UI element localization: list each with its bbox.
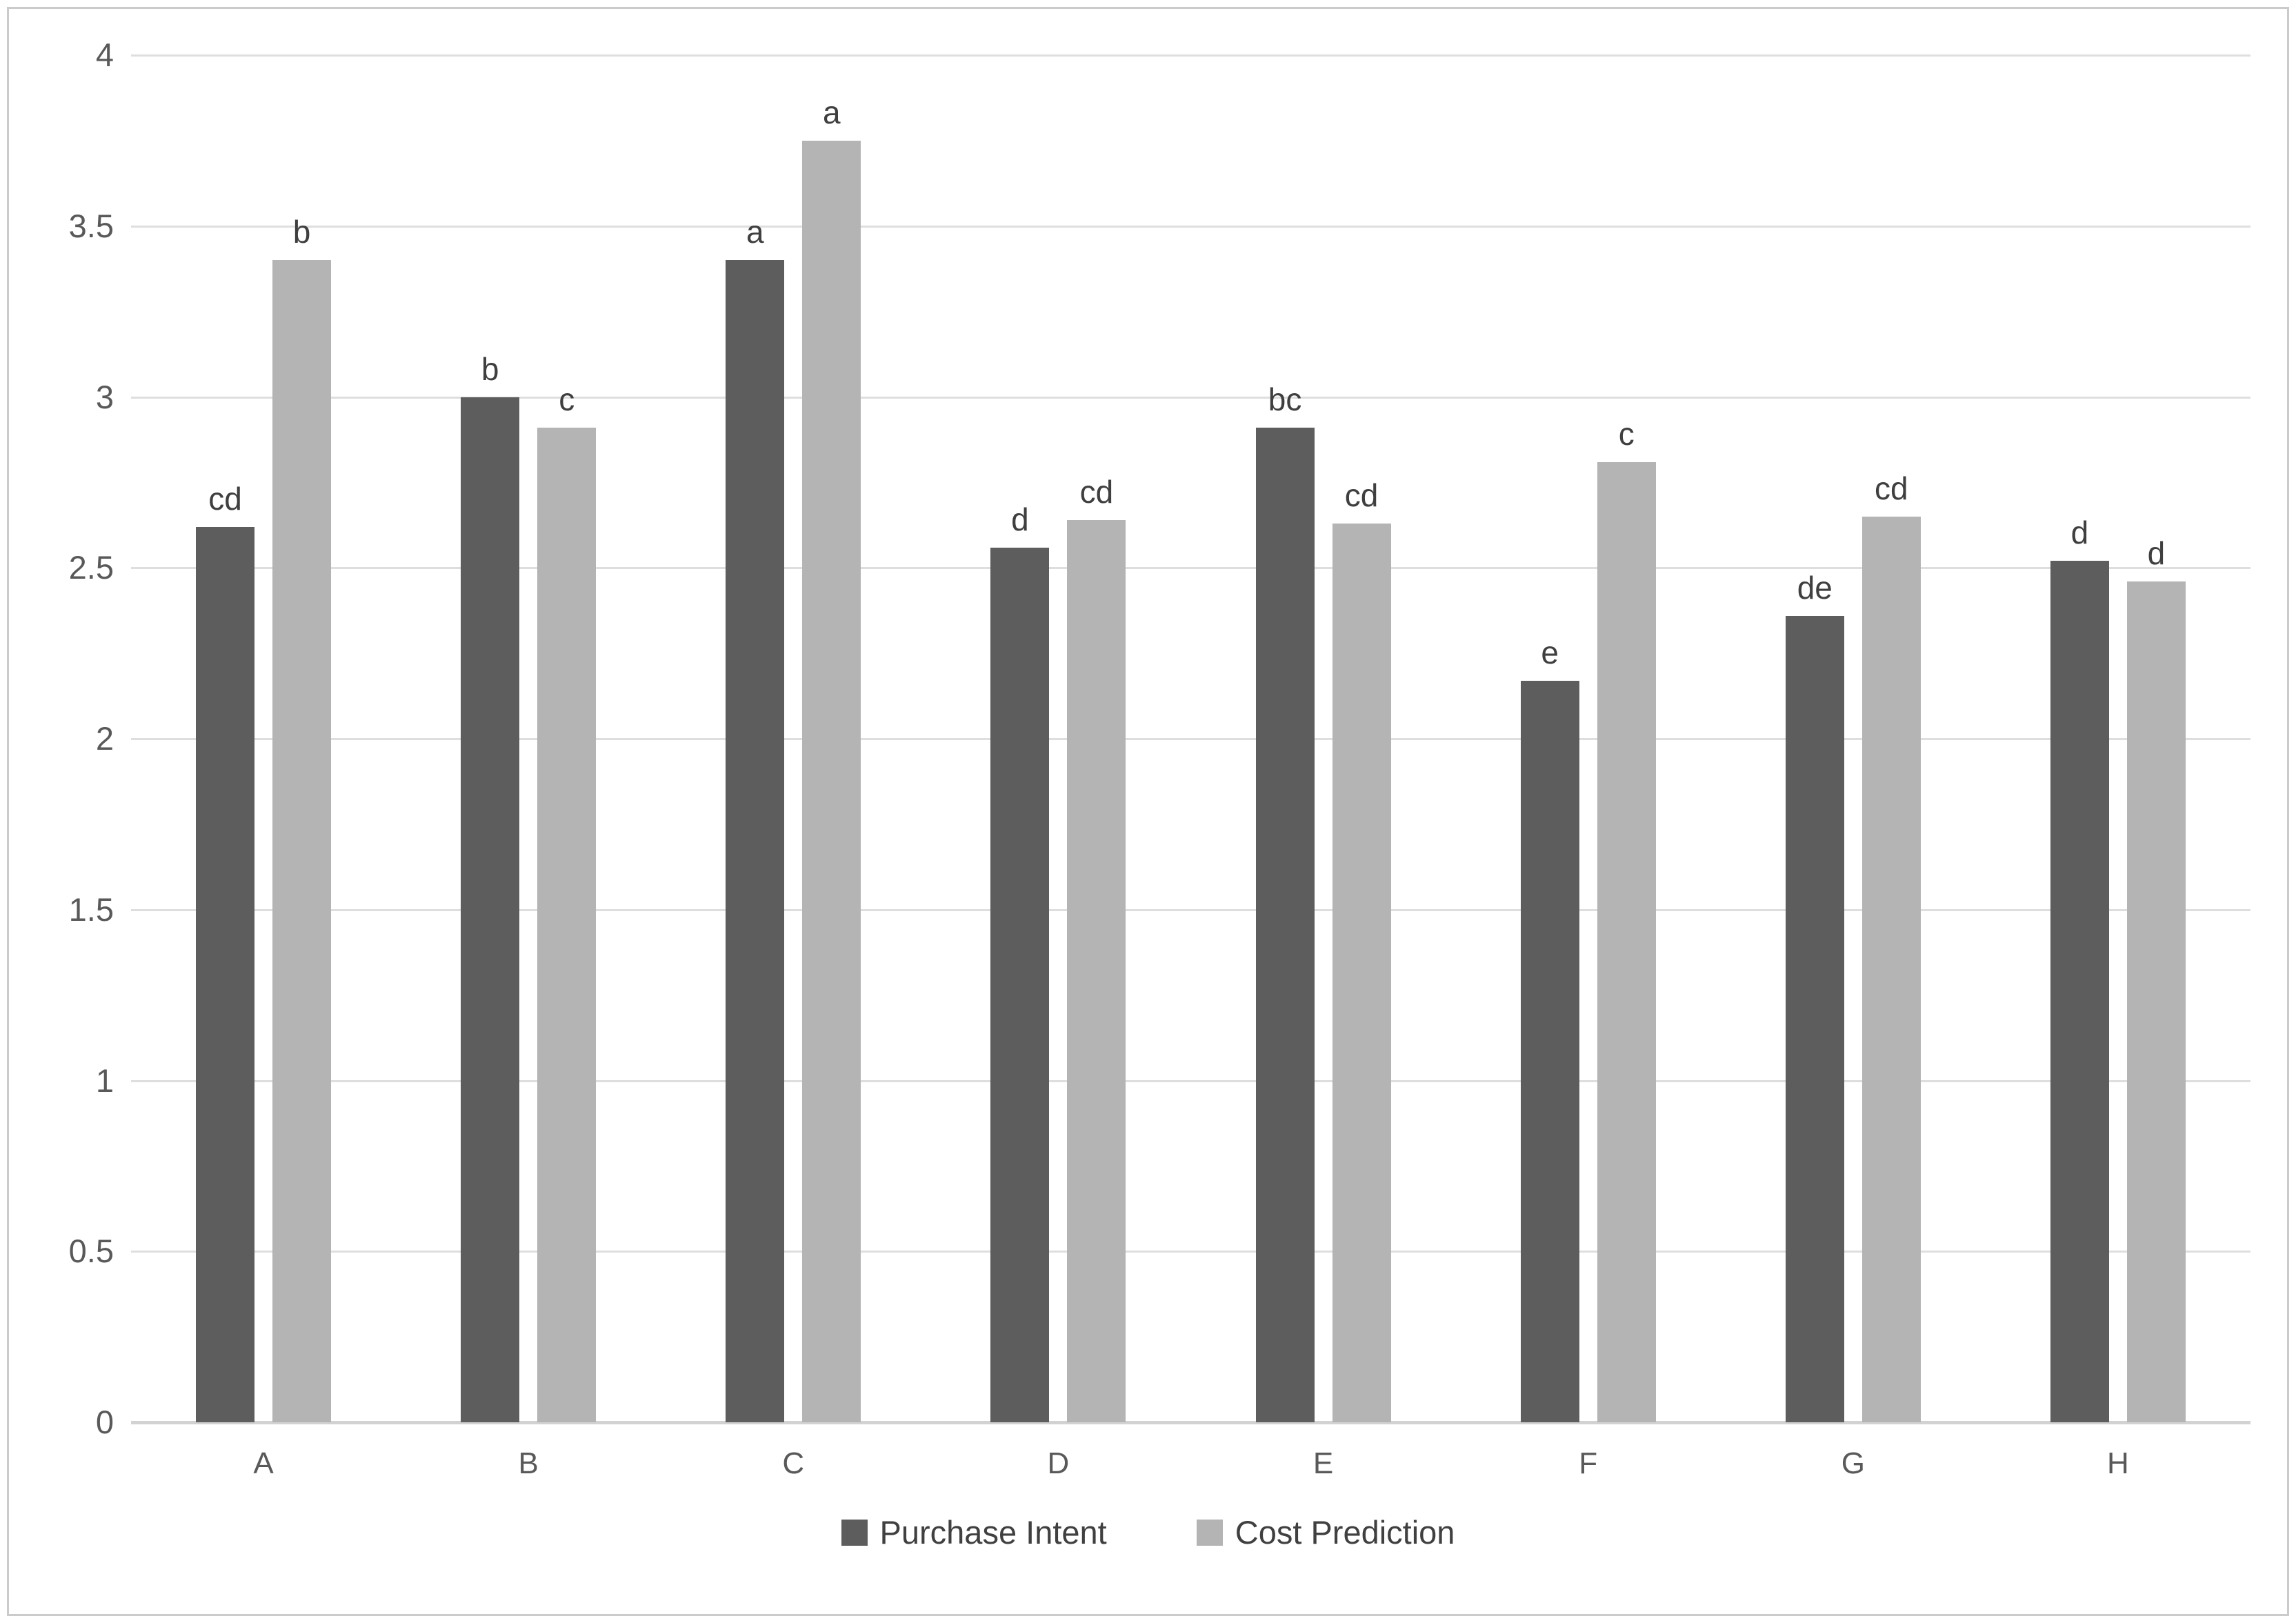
legend-item-cost-prediction: Cost Prediction xyxy=(1196,1514,1455,1551)
bar-data-label: a xyxy=(746,214,764,250)
bar-data-label: d xyxy=(2070,515,2089,551)
bar-data-label: b xyxy=(481,350,499,387)
gridline xyxy=(131,738,2250,740)
legend-swatch-purchase-intent xyxy=(841,1519,868,1546)
gridline xyxy=(131,567,2250,570)
y-axis-tick-label: 2 xyxy=(95,720,114,757)
x-axis-category-label: G xyxy=(1841,1446,1865,1480)
x-axis-line xyxy=(131,1421,2250,1424)
bar-cost-prediction-H xyxy=(2126,581,2186,1422)
bar-data-label: cd xyxy=(1875,470,1908,506)
gridline xyxy=(131,1251,2250,1253)
bar-data-label: bc xyxy=(1268,381,1302,418)
legend-swatch-cost-prediction xyxy=(1196,1519,1223,1546)
bar-cost-prediction-B xyxy=(537,428,597,1422)
bar-data-label: d xyxy=(2147,535,2166,572)
y-axis-tick-label: 3.5 xyxy=(68,207,114,244)
gridline xyxy=(131,225,2250,228)
bar-data-label: c xyxy=(559,381,575,418)
y-axis-tick-label: 0.5 xyxy=(68,1233,114,1270)
bar-cost-prediction-C xyxy=(802,140,861,1422)
x-axis-category-label: B xyxy=(518,1446,539,1480)
gridline xyxy=(131,54,2250,57)
legend: Purchase Intent Cost Prediction xyxy=(0,1516,2296,1549)
bar-data-label: e xyxy=(1541,634,1559,670)
bar-data-label: b xyxy=(292,214,311,250)
bar-data-label: cd xyxy=(1344,477,1379,513)
gridline xyxy=(131,908,2250,911)
x-axis-category-label: H xyxy=(2107,1446,2129,1480)
bar-data-label: de xyxy=(1797,569,1833,606)
chart-frame xyxy=(7,7,2289,1616)
bar-data-label: c xyxy=(1618,415,1635,452)
bar-cost-prediction-E xyxy=(1332,523,1391,1422)
bar-purchase-intent-D xyxy=(990,547,1050,1422)
gridline xyxy=(131,1079,2250,1082)
y-axis-tick-label: 1.5 xyxy=(68,890,114,928)
bar-cost-prediction-D xyxy=(1067,519,1126,1422)
bar-data-label: cd xyxy=(1079,473,1114,510)
bar-purchase-intent-H xyxy=(2050,561,2109,1422)
legend-item-purchase-intent: Purchase Intent xyxy=(841,1516,1107,1549)
bar-data-label: a xyxy=(823,94,841,130)
bar-purchase-intent-C xyxy=(726,260,785,1422)
bar-purchase-intent-G xyxy=(1785,615,1844,1422)
y-axis-tick-label: 4 xyxy=(95,37,114,73)
gridline xyxy=(131,396,2250,399)
legend-label-purchase-intent: Purchase Intent xyxy=(879,1514,1107,1551)
x-axis-category-label: F xyxy=(1579,1446,1598,1480)
y-axis-tick-label: 0 xyxy=(95,1404,114,1440)
bar-cost-prediction-G xyxy=(1861,516,1921,1422)
bar-purchase-intent-A xyxy=(196,526,255,1422)
x-axis-category-label: C xyxy=(782,1446,805,1480)
bar-cost-prediction-F xyxy=(1597,461,1656,1422)
bar-data-label: d xyxy=(1011,501,1029,537)
x-axis-category-label: D xyxy=(1047,1446,1070,1480)
x-axis-category-label: A xyxy=(253,1446,274,1480)
legend-label-cost-prediction: Cost Prediction xyxy=(1235,1514,1455,1551)
bar-cost-prediction-A xyxy=(272,260,332,1422)
bar-data-label: cd xyxy=(208,480,242,517)
x-axis-category-label: E xyxy=(1312,1446,1334,1480)
y-axis-tick-label: 2.5 xyxy=(68,549,114,586)
bar-purchase-intent-F xyxy=(1520,680,1579,1422)
bar-purchase-intent-E xyxy=(1255,428,1315,1422)
y-axis-tick-label: 1 xyxy=(95,1062,114,1099)
bar-purchase-intent-B xyxy=(461,397,520,1422)
y-axis-tick-label: 3 xyxy=(95,378,114,415)
